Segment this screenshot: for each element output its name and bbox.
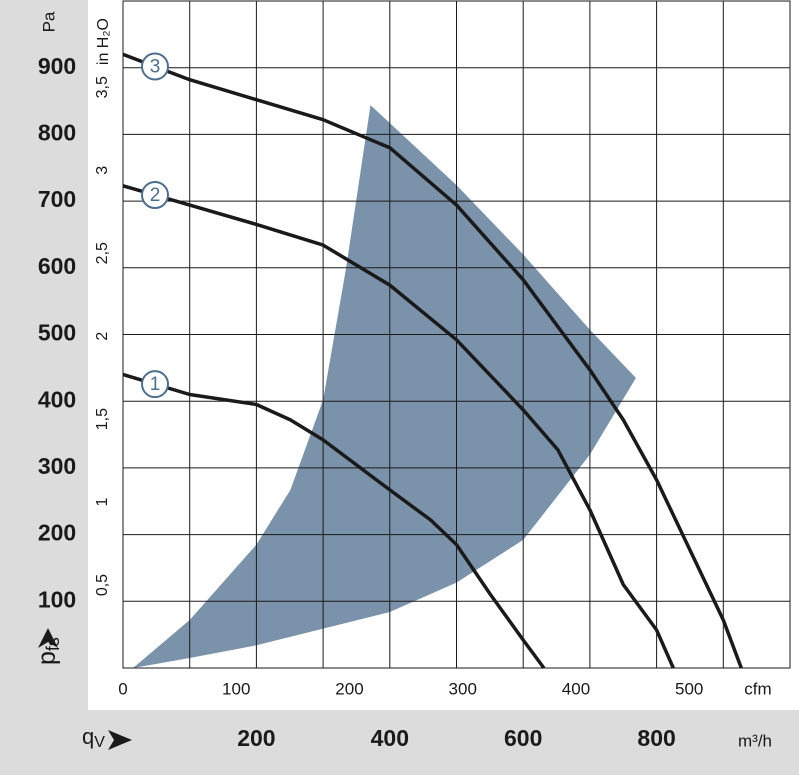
y-tick-label: 500 bbox=[38, 320, 76, 346]
y2-tick-label: 3,5 bbox=[94, 76, 111, 98]
fan-curve bbox=[122, 372, 546, 670]
y2-tick-label: 1 bbox=[94, 498, 111, 507]
x2-tick-label: 100 bbox=[222, 679, 250, 698]
y2-unit: in H₂O bbox=[95, 18, 112, 65]
y2-tick-label: 2,5 bbox=[94, 242, 111, 264]
y-tick-label: 800 bbox=[38, 119, 76, 145]
y-arrow bbox=[38, 628, 58, 648]
left-band bbox=[0, 0, 88, 775]
x2-tick-label: 200 bbox=[335, 679, 363, 698]
curve-marker bbox=[141, 52, 169, 81]
plot-frame bbox=[122, 0, 791, 669]
x-tick-label: 600 bbox=[504, 725, 542, 751]
bottom-band bbox=[0, 710, 799, 775]
y-label-main: p bbox=[33, 651, 61, 665]
y2-tick-label: 2 bbox=[94, 332, 111, 341]
x-axis-label: qV bbox=[82, 724, 105, 751]
fan-curve bbox=[122, 184, 675, 669]
y-tick-label: 600 bbox=[38, 253, 76, 279]
y2-tick-label: 1,5 bbox=[94, 408, 111, 430]
fan-curve bbox=[122, 52, 743, 669]
x-tick-label: 200 bbox=[237, 725, 275, 751]
x-label-sub: V bbox=[94, 734, 105, 751]
x-tick-label: 400 bbox=[371, 725, 409, 751]
y2-tick-label: 0,5 bbox=[94, 574, 111, 596]
x2-tick-label: 500 bbox=[675, 679, 703, 698]
y2-tick-label: 3 bbox=[94, 166, 111, 175]
x-arrow bbox=[108, 730, 132, 750]
curve-label: 3 bbox=[150, 57, 161, 78]
y-tick-label: 200 bbox=[38, 520, 76, 546]
x-label-main: q bbox=[82, 724, 94, 749]
x2-tick-label: 0 bbox=[118, 679, 127, 698]
x2-tick-label: 300 bbox=[449, 679, 477, 698]
y-tick-label: 900 bbox=[38, 53, 76, 79]
x-unit: m³/h bbox=[738, 731, 772, 750]
y-tick-label: 100 bbox=[38, 586, 76, 612]
plot-area bbox=[122, 0, 791, 670]
y-tick-label: 700 bbox=[38, 186, 76, 212]
curve-marker bbox=[141, 181, 169, 210]
y-tick-label: 400 bbox=[38, 386, 76, 412]
x2-unit: cfm bbox=[744, 679, 771, 698]
y-tick-label: 300 bbox=[38, 453, 76, 479]
curve-marker bbox=[141, 370, 169, 399]
curve-label: 1 bbox=[150, 374, 161, 395]
operating-range bbox=[133, 105, 636, 669]
x-tick-label: 800 bbox=[637, 725, 675, 751]
curve-label: 2 bbox=[150, 185, 161, 206]
y-unit: Pa bbox=[39, 11, 58, 32]
x2-tick-label: 400 bbox=[562, 679, 590, 698]
